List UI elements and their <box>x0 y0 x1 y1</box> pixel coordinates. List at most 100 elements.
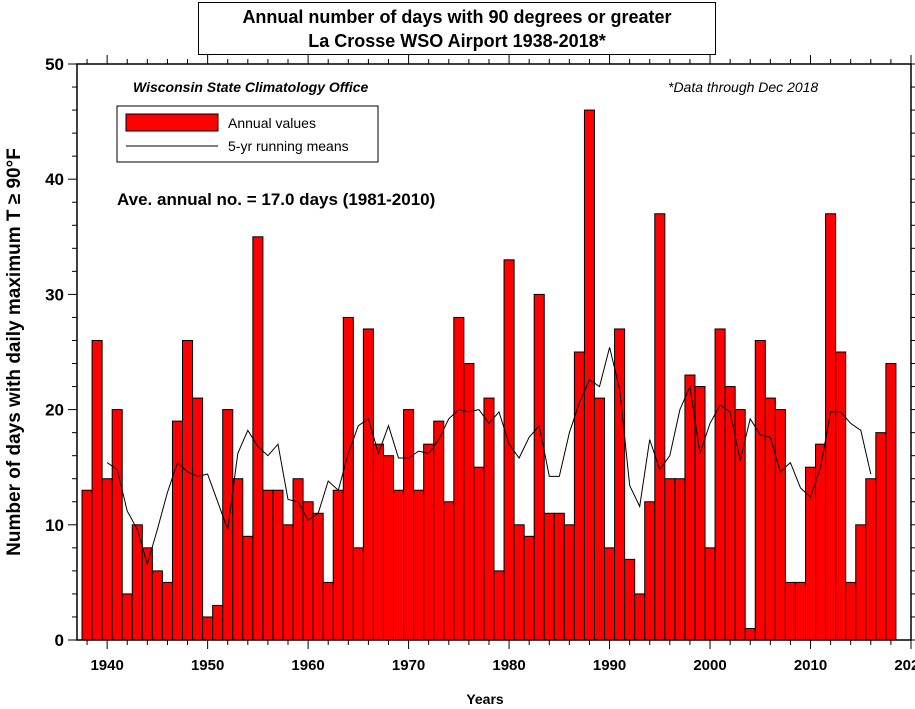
bar <box>423 443 435 641</box>
bar <box>463 363 475 641</box>
bar <box>543 512 555 641</box>
x-tick-label: 1980 <box>492 657 525 674</box>
bar <box>483 397 495 641</box>
bar <box>784 581 796 641</box>
bar <box>242 535 254 641</box>
x-tick-label: 1960 <box>291 657 324 674</box>
y-axis-label: Number of days with daily maximum T ≥ 90… <box>4 148 25 556</box>
bar <box>794 581 806 641</box>
y-tick-label: 30 <box>45 285 64 304</box>
chart-title: Annual number of days with 90 degrees or… <box>242 7 672 27</box>
bar <box>81 489 93 641</box>
bar <box>101 478 113 641</box>
bar <box>654 213 666 641</box>
bar <box>845 581 857 641</box>
bar-series <box>81 109 897 641</box>
bar <box>292 478 304 641</box>
bar <box>362 328 374 641</box>
bar <box>161 581 173 641</box>
bar <box>493 570 505 641</box>
bar <box>875 432 887 641</box>
bar <box>393 489 405 641</box>
bar <box>473 466 485 641</box>
x-tick-label: 2000 <box>693 657 726 674</box>
x-axis: 1940 1950 1960 1970 1980 1990 2000 2010 2020 <box>86 55 915 674</box>
x-tick-label: 2010 <box>794 657 827 674</box>
bar <box>865 478 877 641</box>
bar <box>222 409 234 641</box>
chart-title-box: Annual number of days with 90 degrees or… <box>198 2 716 55</box>
bar <box>855 524 867 641</box>
bar <box>835 351 847 641</box>
y-axis: 0 10 20 30 40 50 <box>45 55 915 650</box>
bar <box>523 535 535 641</box>
bar <box>604 547 616 641</box>
bar <box>382 455 395 641</box>
bar <box>724 386 736 641</box>
bar <box>503 259 515 641</box>
bar <box>533 293 545 641</box>
y-tick-label: 10 <box>45 516 64 535</box>
bar <box>804 466 817 641</box>
bar <box>262 489 274 641</box>
bar <box>302 501 314 641</box>
bar <box>674 478 686 641</box>
bar <box>553 512 565 641</box>
bar <box>443 501 455 641</box>
bar <box>212 604 224 641</box>
bar <box>332 489 344 641</box>
bar <box>764 397 776 641</box>
bar <box>352 547 364 641</box>
bar <box>141 547 153 641</box>
bar <box>372 443 384 641</box>
bar <box>232 478 244 641</box>
bar <box>272 489 284 641</box>
bar <box>282 524 294 641</box>
bar <box>322 581 334 641</box>
bar <box>171 420 184 641</box>
bar <box>91 339 103 641</box>
source-note: Wisconsin State Climatology Office <box>133 79 369 95</box>
running-mean-series <box>106 347 872 566</box>
bar <box>634 593 646 641</box>
bar <box>252 236 264 641</box>
x-tick-label: 1970 <box>392 657 425 674</box>
legend-swatch-bar <box>125 113 219 132</box>
bar <box>593 397 606 641</box>
bar <box>644 501 656 641</box>
plot-frame <box>76 63 912 641</box>
bar <box>714 328 726 641</box>
bar <box>182 339 194 641</box>
bar <box>151 570 163 641</box>
bar <box>192 397 204 641</box>
average-annotation: Ave. annual no. = 17.0 days (1981-2010) <box>117 190 435 209</box>
bar <box>121 593 133 641</box>
bar <box>744 627 756 641</box>
bar <box>583 109 595 641</box>
bar <box>453 316 465 641</box>
legend-label-annual: Annual values <box>228 115 316 131</box>
legend-label-mean: 5-yr running means <box>228 138 349 154</box>
legend: Annual values 5-yr running means <box>116 105 379 163</box>
bar <box>403 409 415 641</box>
bar <box>312 512 324 641</box>
bar <box>111 409 123 641</box>
bar <box>684 374 696 641</box>
x-tick-label: 1950 <box>191 657 224 674</box>
bar <box>202 616 214 641</box>
x-axis-label: Years <box>466 691 504 707</box>
bar <box>413 489 425 641</box>
data-note: *Data through Dec 2018 <box>668 79 818 95</box>
bar <box>664 478 676 641</box>
bar <box>885 363 897 641</box>
y-tick-label: 20 <box>45 401 64 420</box>
y-tick-label: 50 <box>45 55 64 74</box>
x-tick-label: 2020 <box>894 657 915 674</box>
chart-subtitle: La Crosse WSO Airport 1938-2018* <box>308 31 606 51</box>
running-mean-line <box>106 347 872 566</box>
y-tick-label: 40 <box>45 170 64 189</box>
bar <box>433 420 445 641</box>
bar <box>513 524 525 641</box>
bar <box>563 524 575 641</box>
